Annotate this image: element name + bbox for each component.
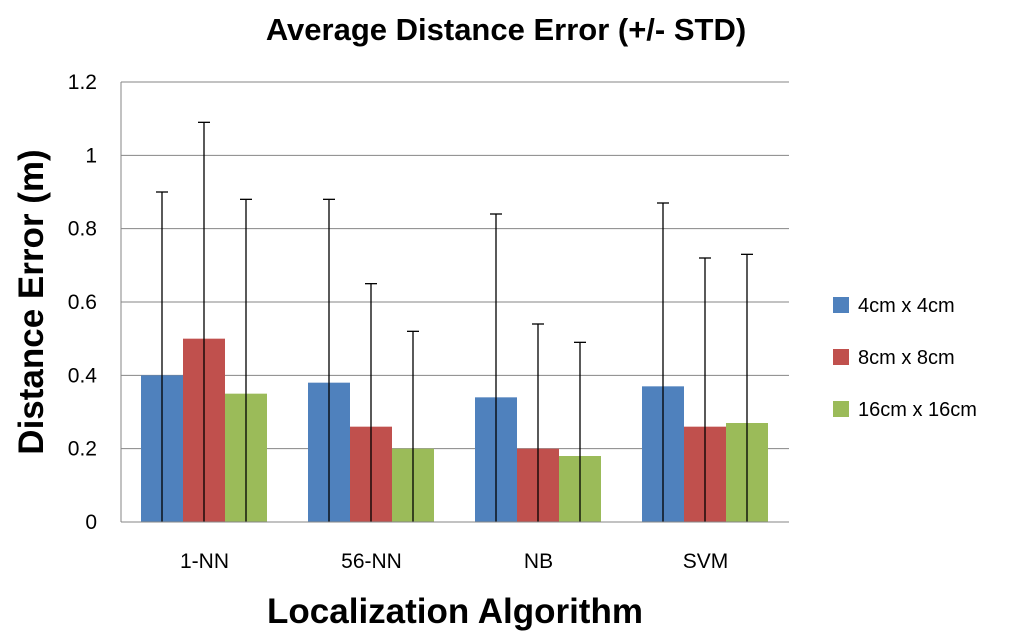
- y-tick-label: 0.4: [68, 364, 98, 387]
- legend-label: 4cm x 4cm: [858, 295, 955, 317]
- error-bars: [156, 121, 753, 522]
- x-axis-label: Localization Algorithm: [267, 592, 643, 631]
- y-tick-labels: 0 0.2 0.4 0.6 0.8 1 1.2: [68, 71, 98, 534]
- legend-swatch: [833, 349, 849, 365]
- y-tick-label: 1.2: [68, 71, 97, 94]
- y-axis-label: Distance Error (m): [12, 149, 51, 454]
- y-tick-label: 1: [85, 144, 97, 167]
- y-tick-label: 0.2: [68, 438, 97, 461]
- y-tick-label: 0.8: [68, 218, 97, 241]
- x-tick-label: SVM: [683, 550, 729, 573]
- x-tick-label: 56-NN: [341, 550, 402, 573]
- chart-title: Average Distance Error (+/- STD): [266, 12, 746, 47]
- x-tick-labels: 1-NN 56-NN NB SVM: [180, 550, 728, 573]
- y-tick-label: 0: [85, 511, 97, 534]
- legend-swatch: [833, 401, 849, 417]
- legend: 4cm x 4cm 8cm x 8cm 16cm x 16cm: [833, 295, 977, 421]
- legend-swatch: [833, 297, 849, 313]
- x-tick-label: NB: [524, 550, 553, 573]
- x-tick-label: 1-NN: [180, 550, 229, 573]
- legend-label: 16cm x 16cm: [858, 399, 977, 421]
- bars: [141, 338, 768, 522]
- legend-label: 8cm x 8cm: [858, 347, 955, 369]
- y-tick-label: 0.6: [68, 291, 97, 314]
